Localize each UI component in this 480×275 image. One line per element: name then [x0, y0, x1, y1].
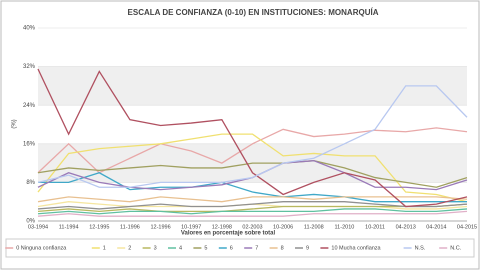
legend-label: 6 — [230, 245, 233, 251]
y-tick-label: 40% — [23, 26, 36, 32]
y-tick-label: 32% — [23, 64, 36, 70]
legend-label: 0 Ninguna confianza — [16, 245, 67, 251]
legend-label: 5 — [204, 245, 207, 251]
x-tick-label: 02-2003 — [242, 224, 262, 230]
legend-label: 4 — [179, 245, 182, 251]
x-tick-label: 04-2014 — [426, 224, 446, 230]
y-tick-label: 8% — [26, 180, 35, 186]
x-tick-label: 04-2015 — [457, 224, 477, 230]
series-line — [37, 85, 468, 188]
legend-label: 9 — [306, 245, 309, 251]
x-tick-label: 11-2010 — [335, 224, 355, 230]
x-tick-label: 04-2013 — [396, 224, 416, 230]
series-line — [37, 127, 468, 174]
series-line — [37, 160, 468, 188]
series-line — [38, 172, 467, 203]
x-tick-label: 10-2006 — [273, 224, 293, 230]
y-tick-label: 24% — [23, 103, 36, 109]
x-tick-label: 11-2008 — [304, 224, 324, 230]
legend-label: 1 — [103, 245, 106, 251]
x-tick-label: 12-1995 — [89, 224, 109, 230]
y-axis-label: (%) — [12, 119, 18, 128]
x-axis-label: Valores en porcentaje sobre total — [181, 231, 276, 237]
legend-label: 3 — [154, 245, 157, 251]
legend-label: 10 Mucha confianza — [331, 245, 381, 251]
x-tick-label: 12-1998 — [212, 224, 232, 230]
legend-label: N.C. — [450, 245, 461, 251]
series-line — [37, 133, 468, 203]
series-line — [37, 68, 468, 208]
grid-band — [38, 66, 467, 106]
y-tick-label: 0% — [26, 219, 35, 225]
legend-label: 2 — [128, 245, 131, 251]
y-tick-label: 16% — [23, 141, 36, 147]
series-line — [37, 210, 468, 217]
x-tick-label: 11-1996 — [120, 224, 140, 230]
legend-label: N.S. — [415, 245, 426, 251]
x-tick-label: 10-2011 — [365, 224, 385, 230]
chart-title: ESCALA DE CONFIANZA (0-10) EN INSTITUCIO… — [128, 8, 379, 17]
x-tick-label: 10-1997 — [181, 224, 201, 230]
x-tick-label: 11-1994 — [59, 224, 79, 230]
series-line — [37, 208, 468, 215]
x-tick-label: 03-1994 — [28, 224, 48, 230]
legend-label: 8 — [281, 245, 284, 251]
legend-label: 7 — [255, 245, 258, 251]
x-tick-label: 12-1996 — [150, 224, 170, 230]
series-line — [37, 203, 468, 213]
series-line — [37, 201, 468, 210]
